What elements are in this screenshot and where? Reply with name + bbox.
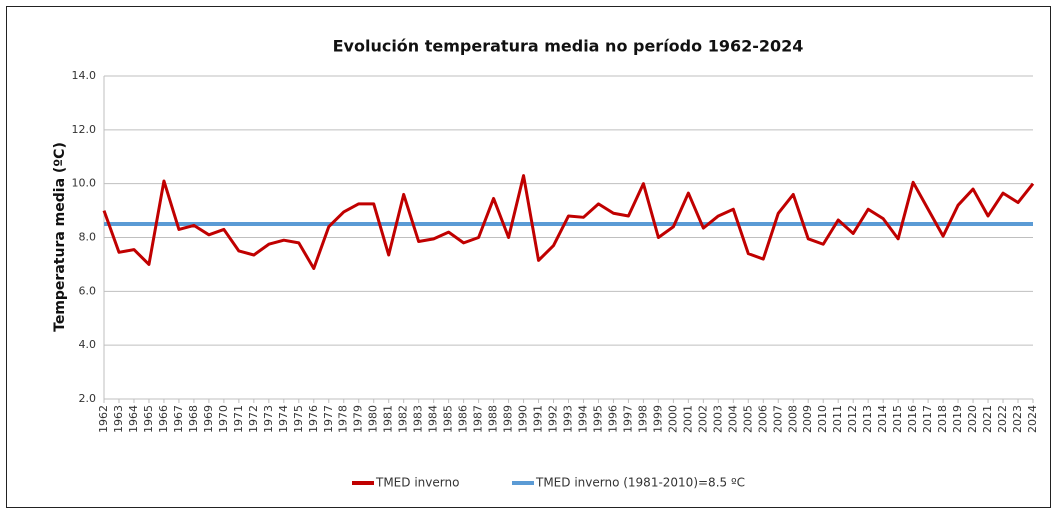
x-tick-label: 1978 bbox=[337, 405, 350, 433]
x-tick-label: 2006 bbox=[756, 405, 769, 433]
y-tick-label: 2.0 bbox=[79, 392, 97, 405]
y-tick-label: 4.0 bbox=[79, 338, 97, 351]
x-tick-label: 2024 bbox=[1026, 405, 1039, 433]
x-tick-label: 2020 bbox=[966, 405, 979, 433]
x-tick-label: 1962 bbox=[97, 405, 110, 433]
x-tick-label: 2023 bbox=[1011, 405, 1024, 433]
x-tick-label: 1976 bbox=[307, 405, 320, 433]
x-tick-label: 1977 bbox=[322, 405, 335, 433]
x-tick-label: 2002 bbox=[696, 405, 709, 433]
x-tick-label: 1992 bbox=[547, 405, 560, 433]
x-tick-label: 1993 bbox=[562, 405, 575, 433]
x-tick-label: 1985 bbox=[442, 405, 455, 433]
x-tick-label: 1970 bbox=[217, 405, 230, 433]
x-tick-label: 1998 bbox=[636, 405, 649, 433]
y-tick-label: 14.0 bbox=[72, 69, 97, 82]
x-tick-label: 2009 bbox=[801, 405, 814, 433]
x-tick-label: 2018 bbox=[936, 405, 949, 433]
x-tick-label: 2005 bbox=[741, 405, 754, 433]
x-tick-label: 1981 bbox=[382, 405, 395, 433]
x-tick-label: 2017 bbox=[921, 405, 934, 433]
x-tick-label: 2021 bbox=[981, 405, 994, 433]
frame bbox=[6, 6, 1051, 508]
x-tick-label: 1986 bbox=[457, 405, 470, 433]
y-tick-label: 10.0 bbox=[72, 177, 97, 190]
y-tick-label: 6.0 bbox=[79, 284, 97, 297]
x-tick-label: 2015 bbox=[891, 405, 904, 433]
x-tick-label: 1997 bbox=[621, 405, 634, 433]
legend-label: TMED inverno bbox=[375, 476, 459, 490]
x-tick-label: 2022 bbox=[996, 405, 1009, 433]
x-tick-label: 2004 bbox=[726, 405, 739, 433]
x-tick-label: 1995 bbox=[591, 405, 604, 433]
x-tick-label: 2014 bbox=[876, 405, 889, 433]
chart-title: Evolución temperatura media no período 1… bbox=[333, 37, 804, 56]
x-tick-label: 1963 bbox=[112, 405, 125, 433]
x-tick-label: 1999 bbox=[651, 405, 664, 433]
x-tick-label: 1973 bbox=[262, 405, 275, 433]
y-tick-label: 8.0 bbox=[79, 231, 97, 244]
x-tick-label: 2010 bbox=[816, 405, 829, 433]
x-tick-label: 1974 bbox=[277, 405, 290, 433]
x-tick-label: 1994 bbox=[576, 405, 589, 433]
x-tick-label: 2012 bbox=[846, 405, 859, 433]
x-tick-label: 1983 bbox=[412, 405, 425, 433]
x-tick-label: 1969 bbox=[202, 405, 215, 433]
legend-label: TMED inverno (1981-2010)=8.5 ºC bbox=[535, 476, 745, 490]
x-tick-label: 1990 bbox=[517, 405, 530, 433]
x-tick-label: 1987 bbox=[472, 405, 485, 433]
x-tick-label: 2019 bbox=[951, 405, 964, 433]
x-tick-label: 1984 bbox=[427, 405, 440, 433]
series-line bbox=[102, 174, 1035, 270]
x-tick-label: 2008 bbox=[786, 405, 799, 433]
x-tick-label: 2003 bbox=[711, 405, 724, 433]
x-tick-label: 1989 bbox=[502, 405, 515, 433]
x-tick-label: 1979 bbox=[352, 405, 365, 433]
y-axis-label: Temperatura media (ºC) bbox=[52, 142, 68, 332]
x-tick-label: 2000 bbox=[666, 405, 679, 433]
x-tick-label: 1982 bbox=[397, 405, 410, 433]
x-tick-label: 1965 bbox=[142, 405, 155, 433]
x-tick-label: 1968 bbox=[187, 405, 200, 433]
x-tick-label: 2013 bbox=[861, 405, 874, 433]
x-tick-label: 1964 bbox=[127, 405, 140, 433]
x-tick-label: 2011 bbox=[831, 405, 844, 433]
x-tick-label: 1991 bbox=[532, 405, 545, 433]
x-tick-label: 2007 bbox=[771, 405, 784, 433]
x-tick-label: 1988 bbox=[487, 405, 500, 433]
y-tick-label: 12.0 bbox=[72, 123, 97, 136]
x-tick-label: 1971 bbox=[232, 405, 245, 433]
x-tick-label: 1966 bbox=[157, 405, 170, 433]
x-tick-label: 1967 bbox=[172, 405, 185, 433]
x-tick-label: 1972 bbox=[247, 405, 260, 433]
x-tick-label: 1996 bbox=[606, 405, 619, 433]
x-tick-label: 1975 bbox=[292, 405, 305, 433]
x-tick-label: 1980 bbox=[367, 405, 380, 433]
x-tick-label: 2016 bbox=[906, 405, 919, 433]
x-tick-label: 2001 bbox=[681, 405, 694, 433]
